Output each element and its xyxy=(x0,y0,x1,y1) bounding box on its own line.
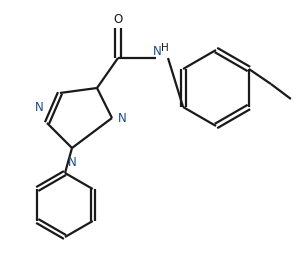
Text: H: H xyxy=(161,43,169,53)
Text: N: N xyxy=(35,101,43,114)
Text: O: O xyxy=(113,12,123,25)
Text: N: N xyxy=(152,44,161,57)
Text: N: N xyxy=(118,112,126,125)
Text: N: N xyxy=(68,157,76,170)
